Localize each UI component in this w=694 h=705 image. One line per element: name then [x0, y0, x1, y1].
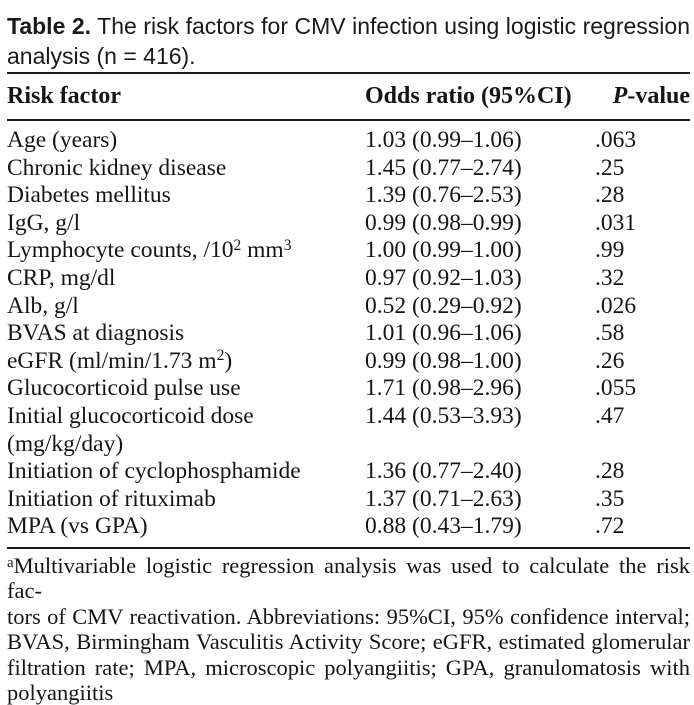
row-factor: Lymphocyte counts, /102 mm3 — [7, 236, 292, 264]
row-p-value: .063 — [595, 127, 637, 153]
row-factor: IgG, g/l — [7, 209, 81, 236]
row-odds-ratio: 1.45 (0.77–2.74) — [365, 154, 522, 181]
table-row: CRP, mg/dl 0.97 (0.92–1.03) .32 — [7, 265, 690, 293]
col-header-p-value: P-value — [595, 73, 690, 121]
row-factor: Alb, g/l — [7, 292, 79, 319]
table-footnote: aMultivariable logistic regression analy… — [7, 553, 690, 705]
row-odds-ratio: 0.88 (0.43–1.79) — [365, 513, 522, 540]
row-factor: Age (years) — [7, 127, 118, 153]
row-p-value: .055 — [595, 375, 637, 402]
table-row: Age (years) 1.03 (0.99–1.06) .063 — [7, 120, 690, 155]
row-odds-ratio: 1.71 (0.98–2.96) — [365, 375, 522, 402]
footnote-line: filtration rate; MPA, microscopic polyan… — [7, 654, 690, 680]
row-p-value: .28 — [595, 182, 625, 209]
row-odds-ratio: 1.37 (0.71–2.63) — [365, 485, 522, 512]
header-row: Risk factor Odds ratio (95%CI) P-value — [7, 73, 690, 121]
row-odds-ratio: 0.99 (0.98–0.99) — [365, 209, 522, 236]
table-row: Chronic kidney disease 1.45 (0.77–2.74) .2… — [7, 155, 690, 183]
row-factor: MPA (vs GPA) — [7, 513, 148, 540]
table-caption: Table 2. The risk factors for CMV infect… — [7, 11, 690, 71]
row-factor: Initiation of cyclophosphamide — [7, 458, 301, 485]
row-factor: Glucocorticoid pulse use — [7, 375, 241, 402]
row-p-value: .026 — [595, 292, 637, 319]
table-caption-line2: analysis (n = 416). — [7, 43, 196, 69]
table-row: IgG, g/l 0.99 (0.98–0.99) .031 — [7, 210, 690, 238]
footnote-line: BVAS, Birmingham Vasculitis Activity Sco… — [7, 629, 690, 655]
row-odds-ratio: 1.36 (0.77–2.40) — [365, 458, 522, 485]
table-row: Initiation of cyclophosphamide 1.36 (0.77… — [7, 458, 690, 486]
row-factor: Initial glucocorticoid dose (mg/kg/day) — [7, 402, 254, 457]
col-header-risk-factor: Risk factor — [7, 73, 365, 121]
row-p-value: .99 — [595, 237, 625, 264]
row-p-value: .031 — [595, 209, 637, 236]
table-row: Initiation of rituximab 1.37 (0.71–2.63).… — [7, 486, 690, 514]
row-p-value: .28 — [595, 458, 625, 485]
col-header-odds-ratio: Odds ratio (95%CI) — [365, 73, 595, 121]
row-p-value: .35 — [595, 485, 625, 512]
paper-table-figure: Table 2. The risk factors for CMV infect… — [7, 11, 690, 705]
row-odds-ratio: 1.44 (0.53–3.93) — [365, 402, 522, 429]
table-row: Glucocorticoid pulse use 1.71 (0.98–2.96)… — [7, 375, 690, 403]
row-p-value: .32 — [595, 264, 625, 291]
table-row: Initial glucocorticoid dose (mg/kg/day) 1… — [7, 403, 690, 458]
row-odds-ratio: 0.99 (0.98–1.00) — [365, 347, 522, 374]
table-caption-line1: Table 2. The risk factors for CMV infect… — [7, 13, 690, 39]
row-odds-ratio: 1.03 (0.99–1.06) — [365, 127, 522, 153]
table-row: Lymphocyte counts, /102 mm3 1.00 (0.99–1.… — [7, 237, 690, 265]
row-odds-ratio: 0.52 (0.29–0.92) — [365, 292, 522, 319]
row-p-value: .47 — [595, 402, 625, 429]
row-p-value: .72 — [595, 513, 625, 540]
risk-factors-table: Risk factor Odds ratio (95%CI) P-value A… — [7, 72, 690, 549]
row-factor: BVAS at diagnosis — [7, 320, 185, 347]
table-row: MPA (vs GPA) 0.88 (0.43–1.79) .72 — [7, 513, 690, 548]
table-row: BVAS at diagnosis 1.01 (0.96–1.06) .58 — [7, 320, 690, 348]
row-odds-ratio: 1.39 (0.76–2.53) — [365, 182, 522, 209]
footnote-line: polyangiitis — [7, 679, 114, 705]
row-p-value: .26 — [595, 347, 625, 374]
table-row: Alb, g/l 0.52 (0.29–0.92) .026 — [7, 293, 690, 321]
row-factor: CRP, mg/dl — [7, 264, 116, 291]
table-row: eGFR (ml/min/1.73 m2) 0.99 (0.98–1.00) .26 — [7, 348, 690, 376]
row-factor: eGFR (ml/min/1.73 m2) — [7, 347, 233, 374]
row-odds-ratio: 1.00 (0.99–1.00) — [365, 237, 522, 264]
footnote-line: tors of CMV reactivation. Abbreviations:… — [7, 603, 690, 629]
row-factor: Chronic kidney disease — [7, 154, 227, 181]
footnote-line: aMultivariable logistic regression analy… — [7, 552, 690, 604]
row-odds-ratio: 1.01 (0.96–1.06) — [365, 320, 522, 347]
row-p-value: .25 — [595, 154, 625, 181]
row-factor: Initiation of rituximab — [7, 485, 216, 512]
table-body: Age (years) 1.03 (0.99–1.06) .063 Chronic k… — [7, 120, 690, 548]
row-p-value: .58 — [595, 320, 625, 347]
row-odds-ratio: 0.97 (0.92–1.03) — [365, 264, 522, 291]
row-factor: Diabetes mellitus — [7, 182, 171, 209]
table-row: Diabetes mellitus 1.39 (0.76–2.53) .28 — [7, 182, 690, 210]
